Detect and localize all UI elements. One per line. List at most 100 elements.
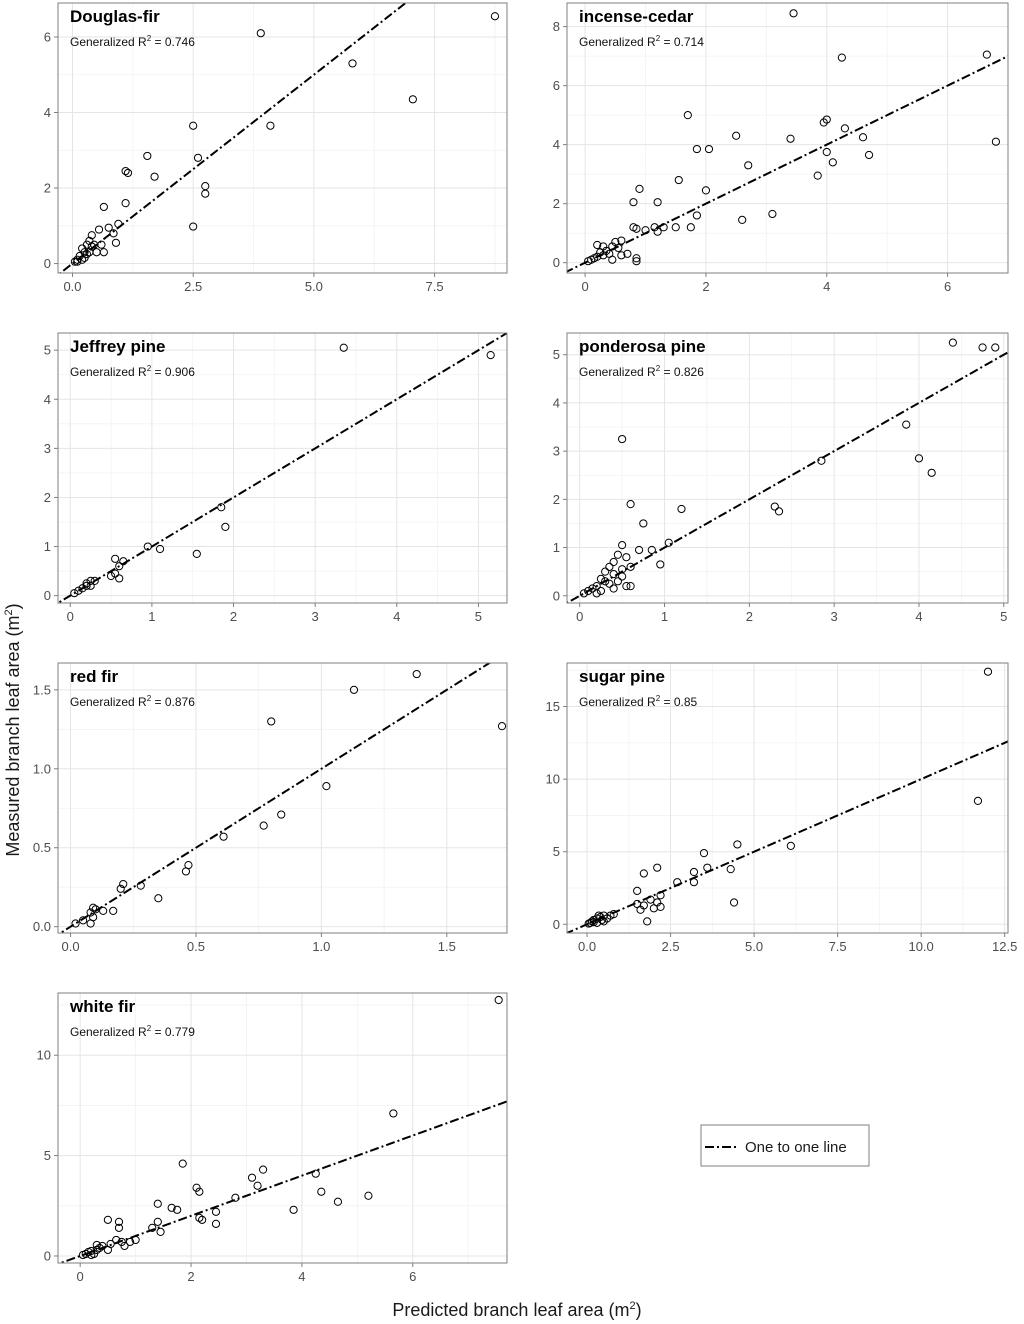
x-tick-label: 2 — [746, 609, 753, 624]
data-point — [211, 1219, 221, 1228]
r2-equals: = — [151, 365, 165, 379]
y-tick-label: 2 — [553, 492, 560, 507]
data-point — [70, 589, 79, 598]
panel-title: ponderosa pine — [579, 337, 706, 356]
r2-annotation: Generalized R2 = 0.906 — [70, 364, 195, 379]
data-point — [613, 577, 622, 586]
data-point — [195, 1213, 204, 1222]
x-tick-label: 2.5 — [662, 939, 680, 954]
data-point — [609, 569, 618, 579]
x-tick-label: 0 — [582, 279, 589, 294]
y-tick-label: 6 — [44, 29, 51, 44]
data-point — [653, 227, 662, 236]
y-axis-unit-open: (m — [3, 615, 23, 636]
data-point — [412, 669, 421, 679]
x-tick-label: 6 — [409, 1269, 416, 1284]
r2-superscript: 2 — [147, 1024, 152, 1033]
y-tick-label: 4 — [553, 395, 560, 410]
data-point — [828, 158, 837, 167]
panels-layer: 0.0 2.5 5.0 7.5 0 2 4 6 Douglas-fir Generalized R… — [33, 2, 1017, 1284]
data-point — [73, 257, 82, 266]
r2-annotation: Generalized R2 = 0.85 — [579, 694, 698, 709]
data-point — [114, 1223, 124, 1232]
data-point — [605, 562, 614, 571]
y-tick-label: 2 — [44, 490, 51, 505]
data-point — [173, 1205, 182, 1214]
panel-title: white fir — [69, 997, 136, 1016]
data-point — [247, 1173, 257, 1182]
data-point — [348, 59, 357, 68]
x-tick-label: 2.5 — [184, 279, 202, 294]
x-tick-label: 0 — [77, 1269, 84, 1284]
x-tick-label: 2 — [230, 609, 237, 624]
data-point — [70, 257, 79, 266]
data-point — [699, 849, 709, 858]
y-tick-label: 0 — [44, 1248, 51, 1263]
data-point — [590, 254, 599, 263]
data-point — [116, 884, 125, 893]
r2-superscript: 2 — [147, 34, 152, 43]
data-point — [653, 198, 662, 207]
legend-label: One to one line — [745, 1139, 847, 1156]
r2-value: 0.826 — [674, 365, 704, 379]
data-point — [692, 144, 701, 154]
data-point — [253, 1181, 262, 1190]
data-point — [192, 549, 201, 559]
data-point — [596, 248, 605, 257]
data-point — [622, 553, 631, 562]
data-point — [626, 500, 635, 509]
panel-border — [566, 2, 1009, 274]
panel-douglas-fir: 0.0 2.5 5.0 7.5 0 2 4 6 Douglas-fir Generalized R… — [44, 2, 508, 294]
y-axis-title-text: Measured branch leaf area — [3, 641, 23, 857]
data-point — [671, 223, 680, 232]
panel-border — [566, 332, 1009, 604]
data-point — [217, 503, 226, 512]
data-point — [632, 254, 641, 263]
data-point — [609, 557, 618, 567]
data-point — [611, 237, 620, 247]
r2-prefix: Generalized R — [579, 365, 656, 379]
data-point — [189, 121, 198, 130]
data-point — [106, 1239, 115, 1249]
data-point — [991, 137, 1001, 146]
x-tick-label: 2 — [702, 279, 709, 294]
data-point — [701, 186, 711, 195]
y-tick-label: 1 — [44, 539, 51, 554]
data-point — [109, 229, 118, 238]
x-axis-unit-sup: 2 — [630, 1300, 636, 1312]
data-point — [605, 579, 614, 588]
data-point — [189, 222, 198, 231]
data-point — [768, 209, 777, 219]
x-tick-label: 6 — [944, 279, 951, 294]
data-point — [195, 1187, 204, 1196]
x-tick-label: 10.0 — [908, 939, 933, 954]
data-point — [584, 586, 593, 596]
y-tick-label: 4 — [553, 137, 560, 152]
data-point — [729, 898, 739, 907]
data-point — [927, 468, 936, 477]
y-tick-label: 6 — [553, 78, 560, 93]
x-tick-label: 2 — [187, 1269, 194, 1284]
data-point — [643, 917, 652, 926]
data-point — [339, 343, 348, 352]
x-tick-label: 0.0 — [62, 939, 80, 954]
data-point — [78, 1250, 88, 1260]
data-point — [608, 255, 617, 264]
data-point — [131, 1235, 140, 1245]
y-tick-label: 2 — [553, 196, 560, 211]
r2-equals: = — [660, 695, 674, 709]
data-point — [86, 919, 95, 928]
r2-value: 0.746 — [165, 35, 195, 49]
data-point — [258, 1165, 268, 1174]
data-point — [115, 562, 124, 571]
y-tick-label: 5 — [553, 844, 560, 859]
panel-title: red fir — [70, 667, 119, 686]
data-point — [267, 717, 276, 726]
data-point — [121, 199, 130, 208]
x-tick-label: 0 — [67, 609, 74, 624]
r2-equals: = — [660, 35, 674, 49]
data-point — [656, 560, 665, 569]
r2-annotation: Generalized R2 = 0.876 — [70, 694, 195, 709]
